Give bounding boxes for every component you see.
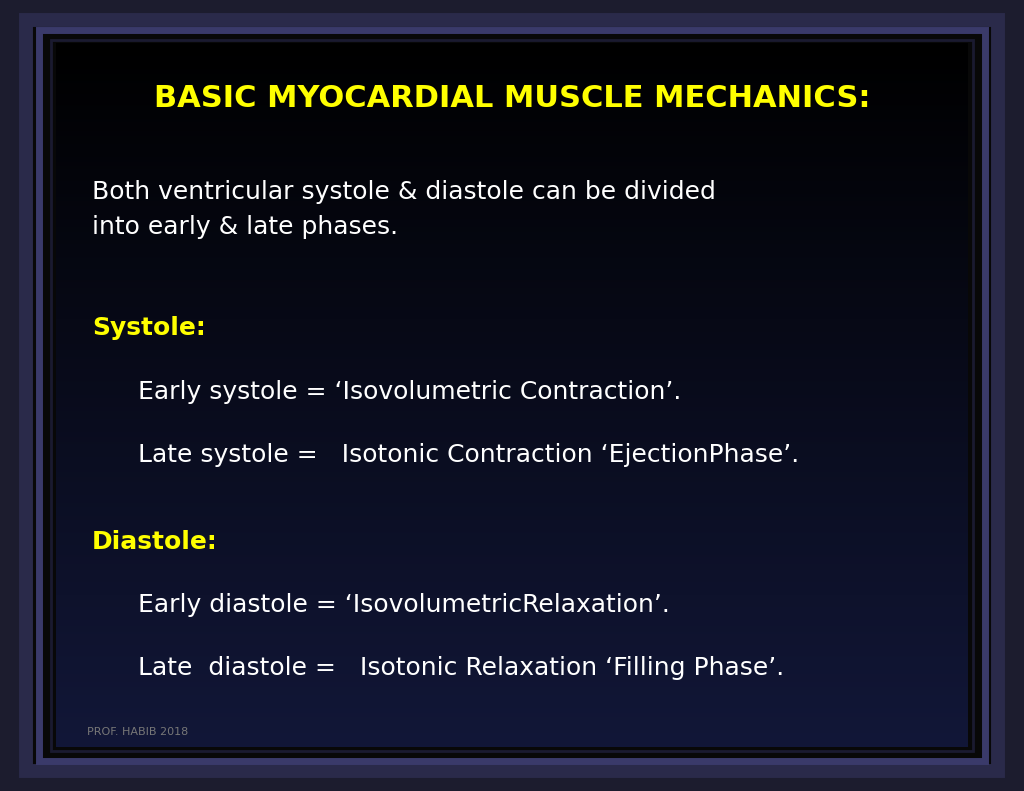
- Text: Late systole =   Isotonic Contraction ‘EjectionPhase’.: Late systole = Isotonic Contraction ‘Eje…: [138, 443, 800, 467]
- Text: PROF. HABIB 2018: PROF. HABIB 2018: [87, 727, 188, 736]
- Text: Late  diastole =   Isotonic Relaxation ‘Filling Phase’.: Late diastole = Isotonic Relaxation ‘Fil…: [138, 657, 784, 680]
- Text: Diastole:: Diastole:: [92, 530, 218, 554]
- Text: Both ventricular systole & diastole can be divided
into early & late phases.: Both ventricular systole & diastole can …: [92, 180, 716, 240]
- Text: Systole:: Systole:: [92, 316, 206, 340]
- Text: Early systole = ‘Isovolumetric Contraction’.: Early systole = ‘Isovolumetric Contracti…: [138, 380, 682, 403]
- Text: Early diastole = ‘IsovolumetricRelaxation’.: Early diastole = ‘IsovolumetricRelaxatio…: [138, 593, 670, 617]
- Text: BASIC MYOCARDIAL MUSCLE MECHANICS:: BASIC MYOCARDIAL MUSCLE MECHANICS:: [154, 85, 870, 113]
